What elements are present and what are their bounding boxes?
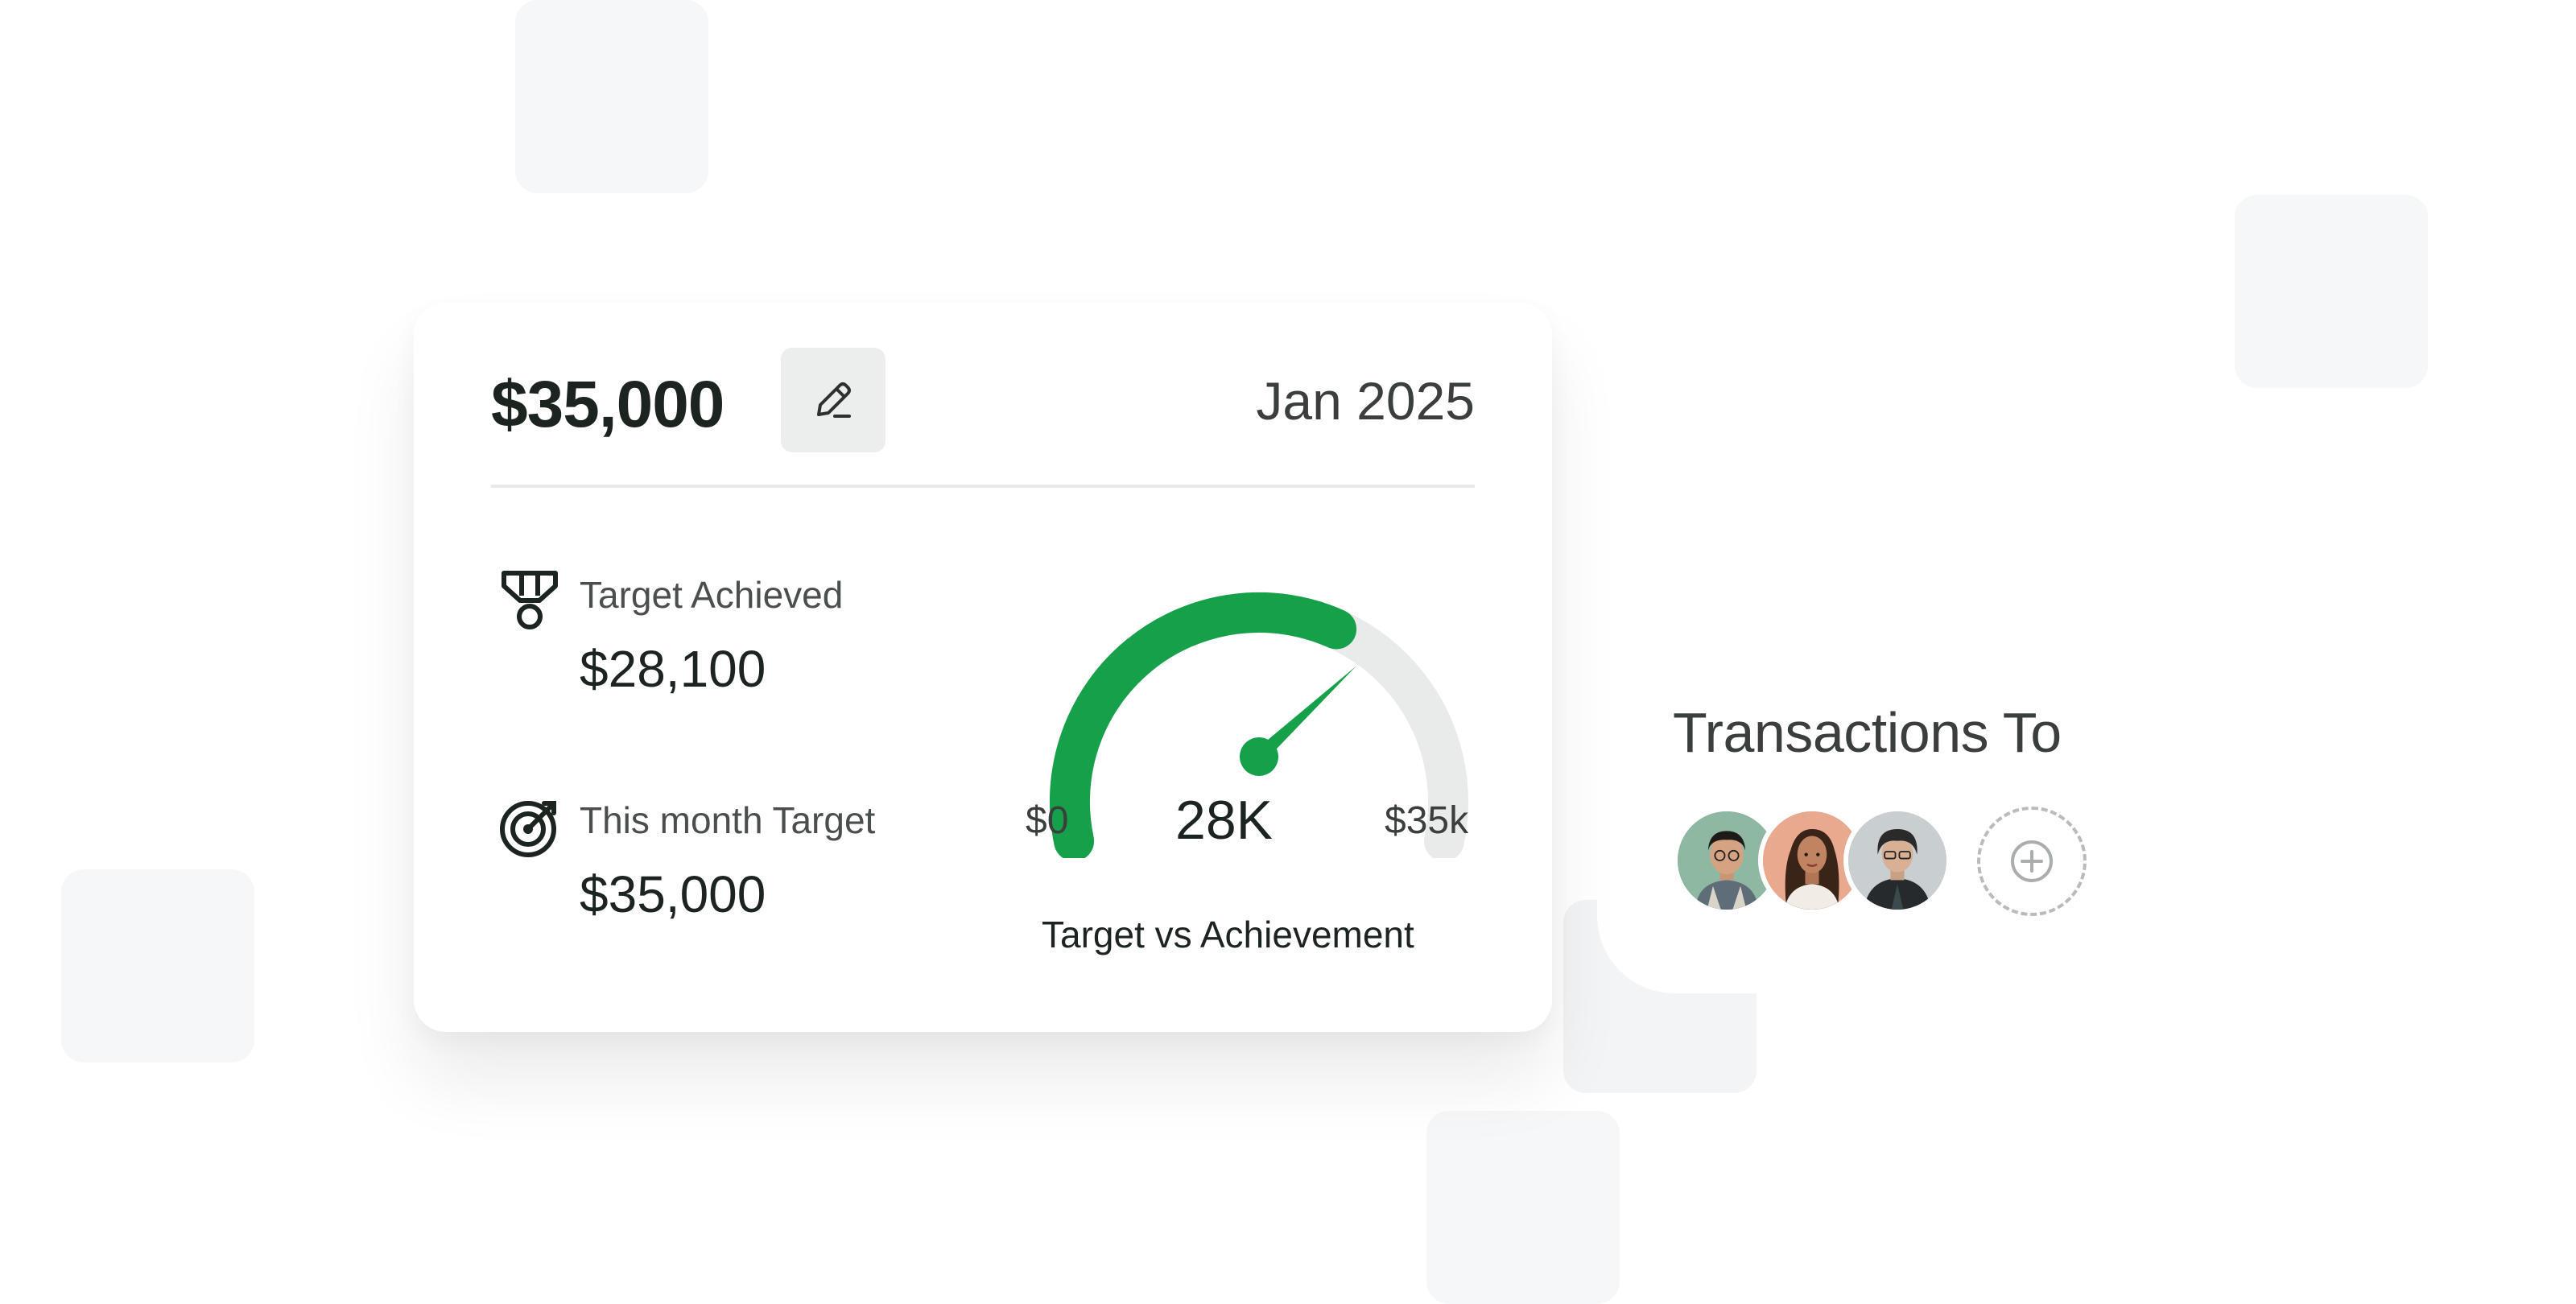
background-tile — [2235, 195, 2428, 388]
avatar[interactable] — [1843, 807, 1951, 914]
plus-circle-icon — [2011, 840, 2053, 882]
target-gauge — [1049, 592, 1468, 858]
period-label: Jan 2025 — [1256, 371, 1475, 431]
background-tile — [61, 869, 254, 1063]
gauge-value-label: 28K — [1175, 790, 1273, 851]
achieved-value: $28,100 — [580, 640, 766, 698]
gauge-needle — [1253, 666, 1356, 762]
gauge-title: Target vs Achievement — [1042, 914, 1414, 955]
transactions-card: Transactions To — [1597, 620, 2209, 993]
transactions-title: Transactions To — [1673, 701, 2062, 764]
target-icon — [500, 801, 556, 857]
background-tile — [515, 0, 708, 193]
background-tile — [1426, 1111, 1620, 1304]
target-card: $35,000 Jan 2025 Target Achieved $28,100… — [414, 303, 1552, 1032]
month-target-label: This month Target — [580, 799, 876, 841]
medal-icon — [502, 571, 558, 629]
target-amount: $35,000 — [491, 368, 724, 441]
month-target-value: $35,000 — [580, 865, 766, 923]
achieved-label: Target Achieved — [580, 574, 844, 616]
add-person-button[interactable] — [1977, 807, 2087, 916]
pencil-icon — [817, 382, 851, 418]
gauge-hub — [1240, 737, 1278, 776]
edit-button[interactable] — [781, 348, 886, 452]
avatar-group — [1673, 807, 1951, 914]
gauge-max-label: $35k — [1385, 799, 1469, 842]
gauge-fill — [1049, 592, 1357, 858]
gauge-min-label: $0 — [1026, 799, 1069, 842]
divider — [491, 485, 1475, 488]
